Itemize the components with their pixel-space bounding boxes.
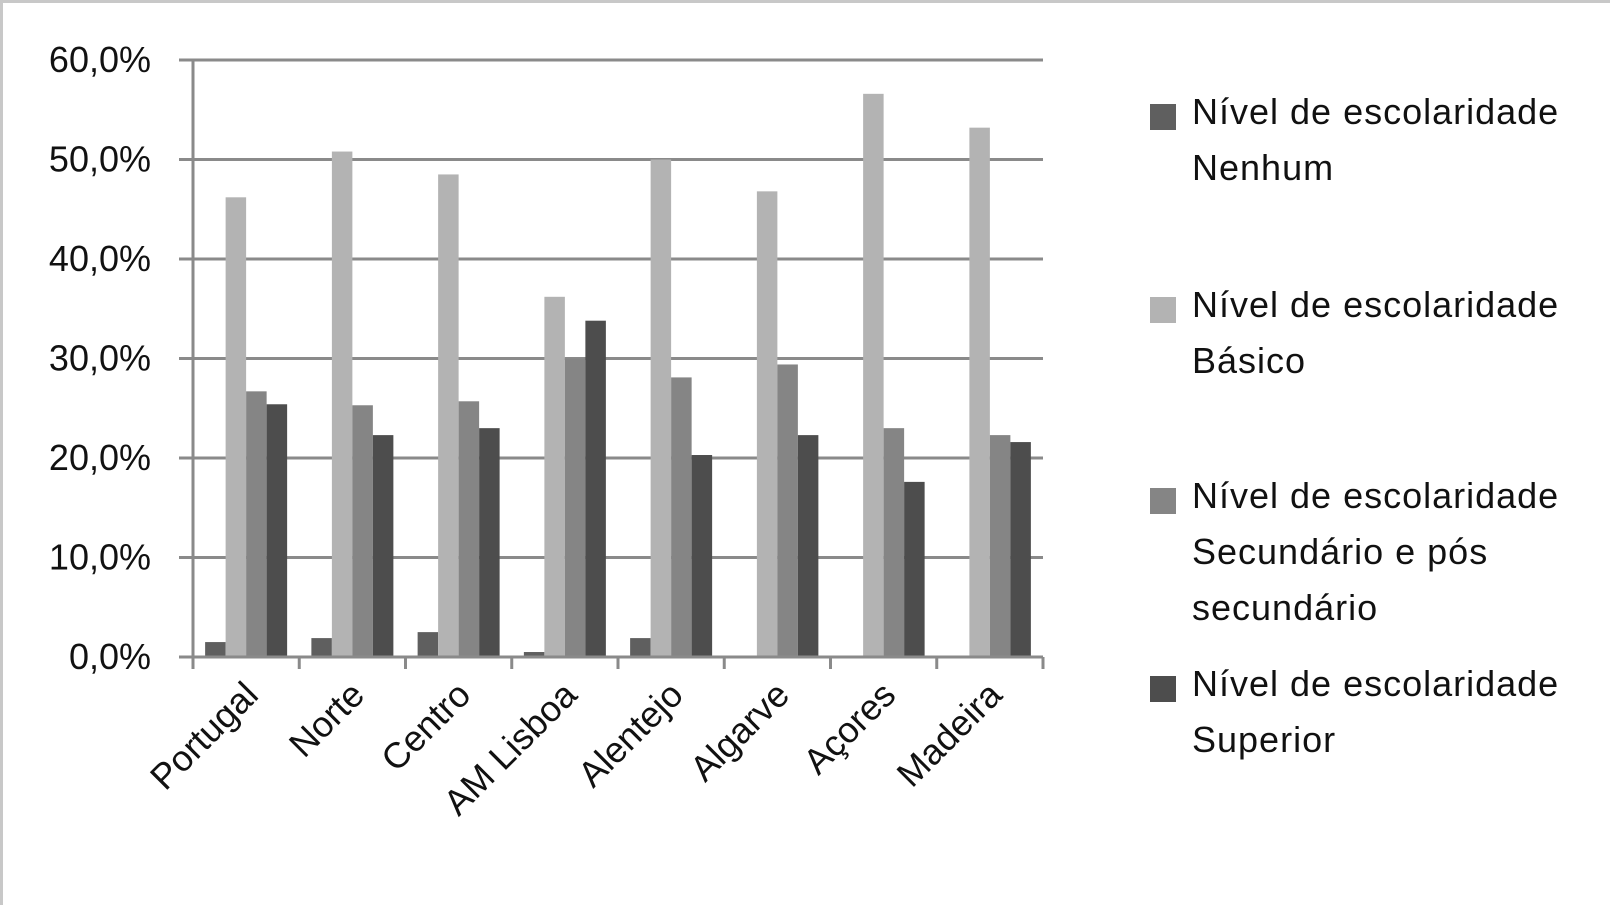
legend-label-superior: Nível de escolaridade Superior <box>1192 663 1560 760</box>
x-category-label: Portugal <box>142 674 266 798</box>
y-tick-label: 50,0% <box>49 139 151 180</box>
bar <box>311 638 332 657</box>
legend-label-basico: Nível de escolaridade Básico <box>1192 284 1560 381</box>
x-category-label: Madeira <box>889 673 1011 795</box>
bar <box>266 404 288 657</box>
bar <box>756 191 778 657</box>
y-tick-labels: 0,0% 10,0% 20,0% 30,0% 40,0% 50,0% 60,0% <box>49 39 151 677</box>
y-tick-label: 20,0% <box>49 437 151 478</box>
bar <box>564 358 586 657</box>
bar <box>671 377 692 657</box>
x-category-label: Açores <box>795 674 903 782</box>
bar <box>458 401 480 657</box>
bar <box>205 642 226 657</box>
legend-label-secundario: Nível de escolaridade Secundário e pós s… <box>1192 475 1560 628</box>
bar <box>523 652 545 657</box>
axes <box>191 60 1045 669</box>
bar <box>883 428 905 657</box>
bar <box>479 428 500 657</box>
bars <box>205 93 1031 658</box>
bar <box>969 127 990 657</box>
y-tick-label: 40,0% <box>49 238 151 279</box>
bar <box>352 405 373 657</box>
bar <box>585 320 606 657</box>
bar <box>691 455 713 657</box>
bar <box>863 93 884 657</box>
y-tick-label: 10,0% <box>49 537 151 578</box>
bar <box>246 391 267 657</box>
legend-swatch-superior <box>1150 676 1176 702</box>
bar <box>989 435 1011 657</box>
bar <box>797 435 819 657</box>
y-tick-label: 30,0% <box>49 338 151 379</box>
x-category-label: Centro <box>373 674 478 779</box>
legend-swatch-basico <box>1150 297 1176 323</box>
bar <box>650 159 672 657</box>
legend-swatch-nenhum <box>1150 104 1176 130</box>
bar <box>544 296 565 657</box>
y-tick-label: 60,0% <box>49 39 151 80</box>
bar <box>630 638 651 657</box>
y-tick-label: 0,0% <box>69 636 151 677</box>
x-category-label: Norte <box>281 674 372 765</box>
bar <box>417 632 439 657</box>
x-category-label: Alentejo <box>570 674 691 795</box>
legend-swatch-secundario <box>1150 488 1176 514</box>
bar <box>904 481 925 657</box>
bar <box>225 197 247 657</box>
bar <box>1010 442 1031 657</box>
x-category-label: Algarve <box>682 674 797 789</box>
bar <box>372 435 394 657</box>
bar <box>777 364 798 657</box>
bar <box>438 174 459 658</box>
legend-label-nenhum: Nível de escolaridade Nenhum <box>1192 91 1560 188</box>
bar <box>331 151 353 658</box>
